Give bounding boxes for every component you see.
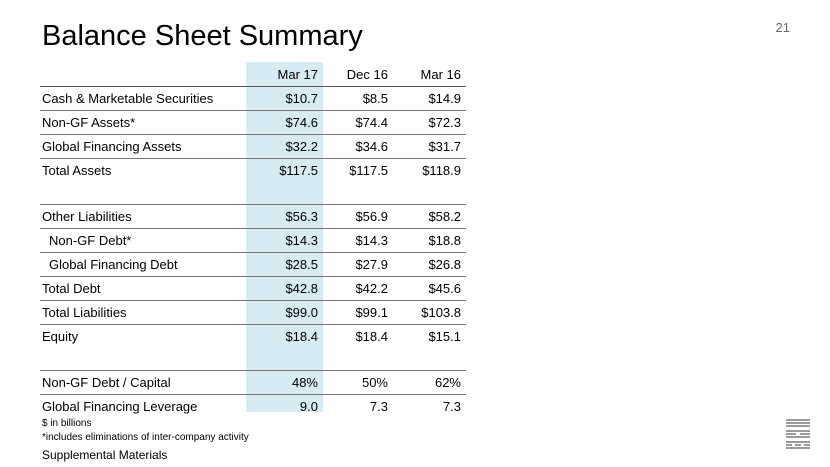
cell-value: $32.2: [246, 134, 323, 159]
cell-value: $99.1: [323, 300, 393, 325]
cell-value: $28.5: [246, 252, 323, 277]
row-label: Total Liabilities: [40, 300, 246, 325]
cell-value: $74.4: [323, 110, 393, 135]
cell-value: 9.0: [299, 399, 318, 414]
cell-value: $118.9: [422, 163, 461, 178]
row-label: Cash & Marketable Securities: [40, 86, 246, 111]
ibm-logo-icon: [786, 419, 810, 449]
column-header: Mar 17: [246, 62, 323, 87]
cell-value: $14.3: [323, 228, 393, 253]
column-header: Dec 16: [323, 62, 393, 87]
row-label: Global Financing Debt: [40, 252, 246, 277]
cell-value: $14.9: [393, 86, 466, 111]
row-label: Global Financing Assets: [40, 134, 246, 159]
cell-value: $27.9: [323, 252, 393, 277]
cell-value: $58.2: [393, 204, 466, 229]
cell-value: $117.5: [349, 163, 388, 178]
cell-value: $10.7: [246, 86, 323, 111]
table-row: Global Financing Assets $32.2 $34.6 $31.…: [40, 134, 466, 159]
row-label: Total Debt: [40, 276, 246, 301]
cell-value: $26.8: [393, 252, 466, 277]
table-row: Global Financing Leverage 9.0 7.3 7.3: [40, 395, 466, 419]
table-header-row: Mar 17 Dec 16 Mar 16: [40, 62, 466, 87]
cell-value: $72.3: [393, 110, 466, 135]
page-title: Balance Sheet Summary: [42, 20, 363, 52]
cell-value: $56.3: [246, 204, 323, 229]
cell-value: $45.6: [393, 276, 466, 301]
table-row: Total Liabilities $99.0 $99.1 $103.8: [40, 300, 466, 325]
table-row: Equity $18.4 $18.4 $15.1: [40, 325, 466, 349]
cell-value: $8.5: [323, 86, 393, 111]
table-row: Global Financing Debt $28.5 $27.9 $26.8: [40, 252, 466, 277]
cell-value: $18.4: [285, 329, 318, 344]
footnote-eliminations: *includes eliminations of inter-company …: [42, 432, 249, 443]
supplemental-label: Supplemental Materials: [42, 448, 168, 462]
cell-value: $56.9: [323, 204, 393, 229]
row-label: Non-GF Debt / Capital: [40, 370, 246, 395]
table-row: Total Debt $42.8 $42.2 $45.6: [40, 276, 466, 301]
row-label: Other Liabilities: [40, 204, 246, 229]
cell-value: $18.4: [355, 329, 388, 344]
table-row: Non-GF Debt* $14.3 $14.3 $18.8: [40, 228, 466, 253]
table-row: Other Liabilities $56.3 $56.9 $58.2: [40, 204, 466, 229]
cell-value: $31.7: [393, 134, 466, 159]
row-label: Non-GF Assets*: [40, 110, 246, 135]
table-row: Non-GF Assets* $74.6 $74.4 $72.3: [40, 110, 466, 135]
row-label: Non-GF Debt*: [40, 228, 246, 253]
cell-value: $18.8: [393, 228, 466, 253]
page-number: 21: [775, 20, 790, 35]
column-header: Mar 16: [393, 62, 466, 87]
cell-value: $14.3: [246, 228, 323, 253]
footnote-units: $ in billions: [42, 418, 92, 429]
cell-value: 7.3: [369, 399, 388, 414]
cell-value: $42.8: [246, 276, 323, 301]
cell-value: $15.1: [428, 329, 461, 344]
balance-sheet-table: Mar 17 Dec 16 Mar 16 Cash & Marketable S…: [40, 62, 466, 418]
header-empty: [40, 62, 246, 87]
table-row: Total Assets $117.5 $117.5 $118.9: [40, 159, 466, 183]
cell-value: $103.8: [393, 300, 466, 325]
spacer-row: [40, 348, 466, 371]
cell-value: $42.2: [323, 276, 393, 301]
cell-value: $74.6: [246, 110, 323, 135]
cell-value: 50%: [323, 370, 393, 395]
cell-value: $34.6: [323, 134, 393, 159]
cell-value: $99.0: [246, 300, 323, 325]
spacer-row: [40, 182, 466, 205]
table-row: Non-GF Debt / Capital 48% 50% 62%: [40, 370, 466, 395]
cell-value: $117.5: [279, 163, 318, 178]
row-label: Global Financing Leverage: [42, 399, 198, 414]
row-label: Total Assets: [42, 163, 112, 178]
cell-value: 62%: [393, 370, 466, 395]
cell-value: 48%: [246, 370, 323, 395]
table-row: Cash & Marketable Securities $10.7 $8.5 …: [40, 86, 466, 111]
row-label: Equity: [42, 329, 79, 344]
cell-value: 7.3: [442, 399, 461, 414]
